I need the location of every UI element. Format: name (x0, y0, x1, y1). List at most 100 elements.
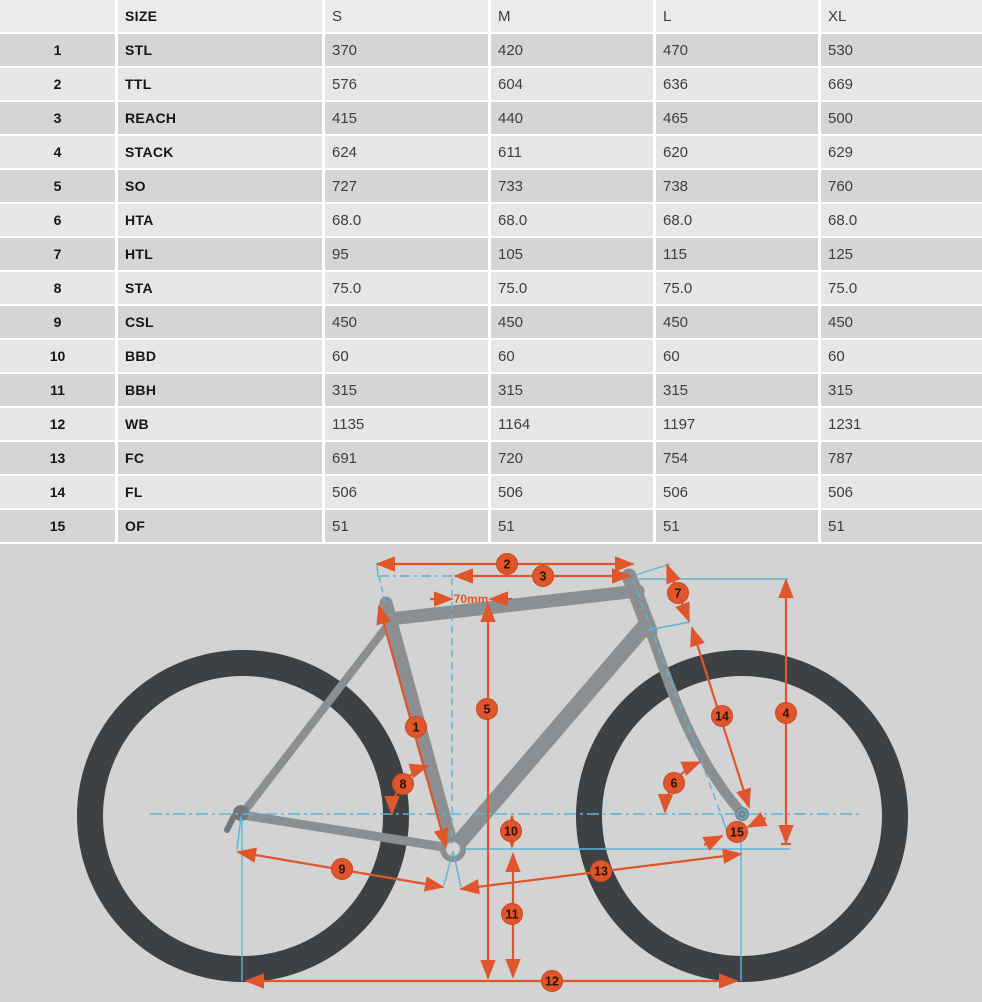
table-row: 10 BBD 60 60 60 60 (0, 340, 982, 372)
table-row: 14 FL 506 506 506 506 (0, 476, 982, 508)
row-value: 629 (821, 136, 982, 168)
header-size: SIZE (118, 0, 322, 32)
row-value: 68.0 (325, 204, 488, 236)
dim-marker-11: 11 (501, 903, 523, 925)
row-number: 11 (0, 374, 115, 406)
row-number: 6 (0, 204, 115, 236)
svg-text:5: 5 (484, 703, 491, 717)
geometry-table: SIZE S M L XL 1 STL 370 420 470 530 2 TT… (0, 0, 982, 542)
row-number: 10 (0, 340, 115, 372)
row-value: 506 (325, 476, 488, 508)
dim-marker-4: 4 (775, 702, 797, 724)
ttl-left-tick (376, 563, 379, 578)
table-row: 2 TTL 576 604 636 669 (0, 68, 982, 100)
header-col-m: M (491, 0, 653, 32)
row-value: 75.0 (325, 272, 488, 304)
offset-70mm-label: 70mm (454, 592, 489, 606)
svg-text:9: 9 (339, 863, 346, 877)
row-number: 1 (0, 34, 115, 66)
row-value: 1135 (325, 408, 488, 440)
dim-marker-1: 1 (405, 716, 427, 738)
row-number: 7 (0, 238, 115, 270)
dim-marker-7: 7 (667, 582, 689, 604)
dim-marker-6: 6 (663, 772, 685, 794)
svg-text:2: 2 (504, 558, 511, 572)
row-value: 1197 (656, 408, 818, 440)
dimension-lines: 70mm (236, 556, 794, 989)
row-value: 727 (325, 170, 488, 202)
row-value: 1164 (491, 408, 653, 440)
table-row: 13 FC 691 720 754 787 (0, 442, 982, 474)
dim-marker-2: 2 (496, 553, 518, 575)
row-label: STA (118, 272, 322, 304)
head-tube (621, 568, 658, 639)
row-value: 500 (821, 102, 982, 134)
svg-text:6: 6 (671, 777, 678, 791)
row-value: 370 (325, 34, 488, 66)
row-value: 315 (491, 374, 653, 406)
dim-marker-3: 3 (532, 565, 554, 587)
bb-csl-connector (443, 850, 454, 886)
row-value: 51 (491, 510, 653, 542)
row-value: 576 (325, 68, 488, 100)
dim-line-15-of-left (702, 835, 724, 851)
dim-marker-12: 12 (541, 970, 563, 992)
row-number: 12 (0, 408, 115, 440)
svg-text:11: 11 (505, 908, 518, 922)
svg-text:8: 8 (400, 778, 407, 792)
row-number: 9 (0, 306, 115, 338)
row-value: 506 (656, 476, 818, 508)
row-value: 51 (656, 510, 818, 542)
table-row: 6 HTA 68.0 68.0 68.0 68.0 (0, 204, 982, 236)
seat-stay (239, 617, 395, 817)
row-value: 60 (821, 340, 982, 372)
dim-marker-15: 15 (726, 821, 748, 843)
header-col-s: S (325, 0, 488, 32)
svg-text:7: 7 (675, 587, 682, 601)
row-number: 2 (0, 68, 115, 100)
row-value: 530 (821, 34, 982, 66)
table-row: 7 HTL 95 105 115 125 (0, 238, 982, 270)
dim-marker-9: 9 (331, 858, 353, 880)
chain-stay (238, 810, 455, 853)
svg-text:3: 3 (540, 570, 547, 584)
rear-csl-connector (236, 815, 242, 851)
row-value: 75.0 (821, 272, 982, 304)
row-number: 8 (0, 272, 115, 304)
row-label: OF (118, 510, 322, 542)
row-value: 315 (656, 374, 818, 406)
row-value: 506 (821, 476, 982, 508)
top-tube (383, 584, 645, 626)
row-value: 420 (491, 34, 653, 66)
table-row: 3 REACH 415 440 465 500 (0, 102, 982, 134)
row-value: 754 (656, 442, 818, 474)
row-label: TTL (118, 68, 322, 100)
table-row: 11 BBH 315 315 315 315 (0, 374, 982, 406)
row-value: 51 (325, 510, 488, 542)
svg-text:4: 4 (783, 707, 790, 721)
diagram-canvas: 70mm 1 2 3 4 5 6 7 8 9 10 11 12 13 14 15 (77, 553, 908, 992)
row-label: REACH (118, 102, 322, 134)
svg-text:10: 10 (504, 825, 518, 839)
dim-line-15-of-right (746, 812, 768, 828)
htl-top-connector (635, 563, 671, 576)
row-value: 611 (491, 136, 653, 168)
row-value: 415 (325, 102, 488, 134)
row-value: 604 (491, 68, 653, 100)
row-value: 738 (656, 170, 818, 202)
row-value: 636 (656, 68, 818, 100)
row-value: 450 (491, 306, 653, 338)
row-value: 1231 (821, 408, 982, 440)
svg-text:13: 13 (594, 865, 608, 879)
row-label: FL (118, 476, 322, 508)
row-value: 60 (325, 340, 488, 372)
row-value: 60 (491, 340, 653, 372)
bottom-bracket (440, 836, 466, 862)
svg-text:12: 12 (545, 975, 559, 989)
row-value: 450 (325, 306, 488, 338)
row-value: 125 (821, 238, 982, 270)
dim-marker-14: 14 (711, 705, 733, 727)
rear-dropout-tab (224, 813, 237, 833)
row-value: 68.0 (491, 204, 653, 236)
table-header-row: SIZE S M L XL (0, 0, 982, 32)
